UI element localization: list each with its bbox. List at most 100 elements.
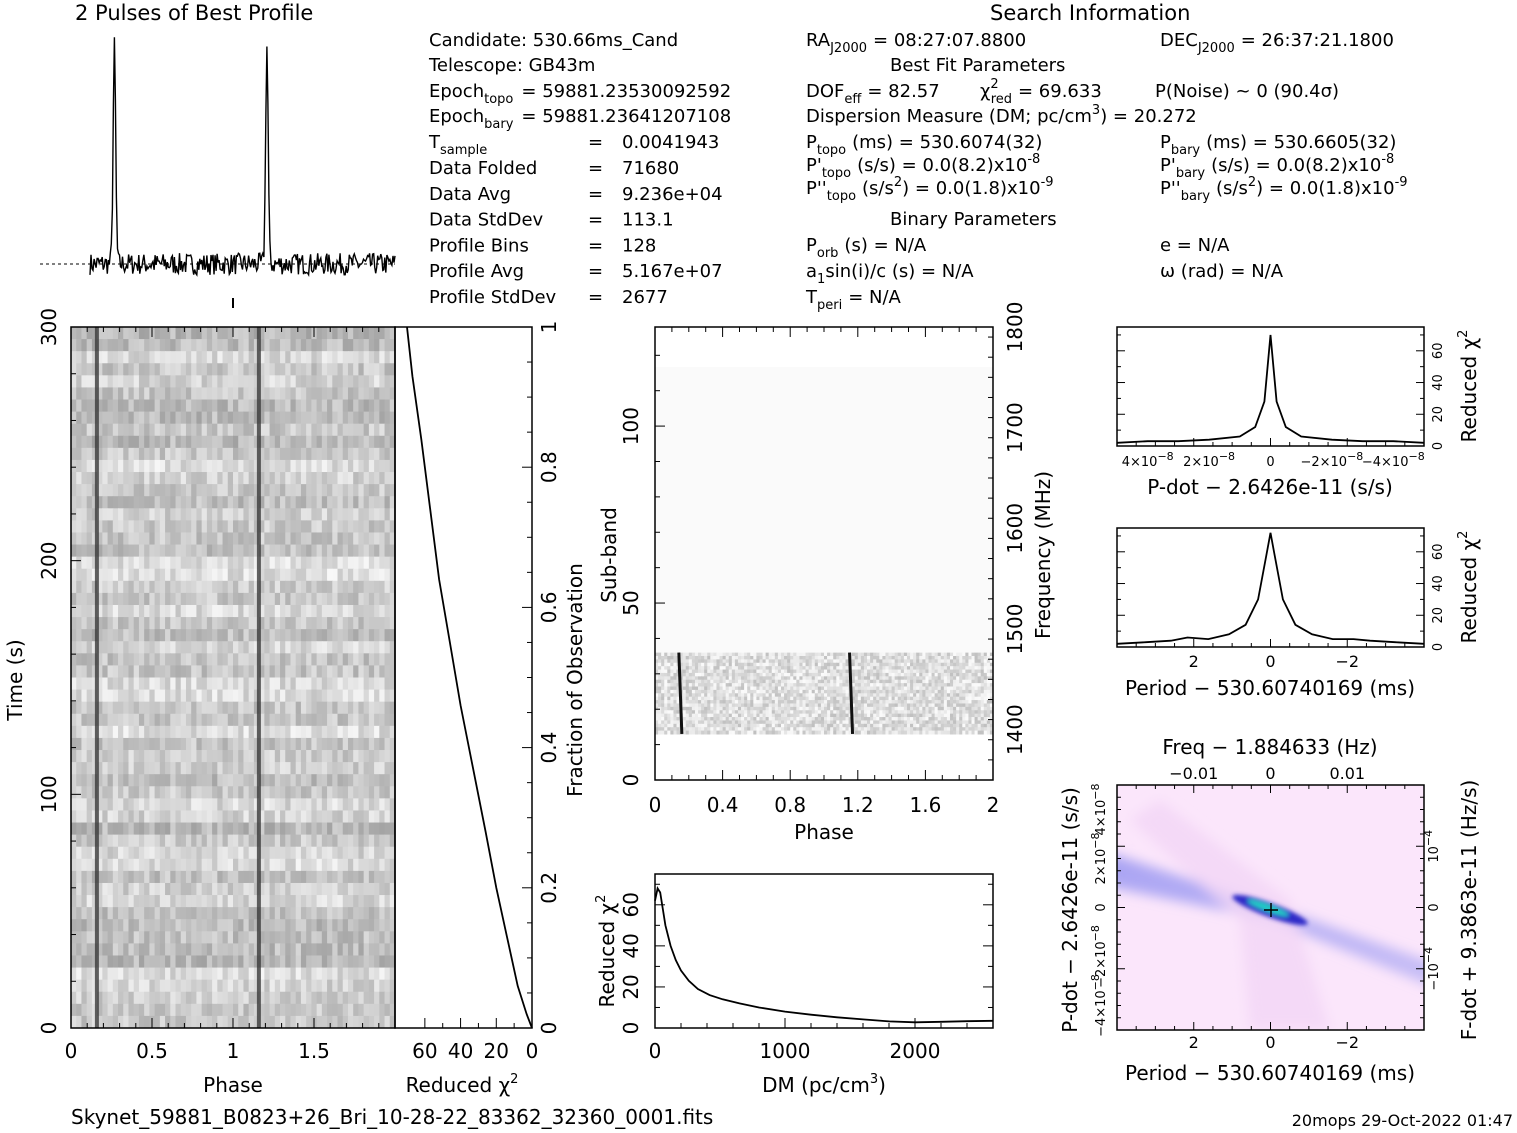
time-phase-cell: [379, 725, 386, 739]
time-phase-cell: [118, 677, 124, 691]
time-phase-cell: [149, 484, 156, 497]
subband-cell: [722, 683, 727, 688]
subband-cell: [719, 666, 724, 671]
time-phase-cell: [248, 870, 255, 884]
time-phase-cell: [389, 689, 395, 703]
subband-cell: [655, 652, 659, 657]
time-phase-cell: [248, 629, 255, 642]
time-phase-cell: [337, 532, 344, 546]
time-phase-cell: [222, 520, 229, 534]
time-phase-cell: [300, 774, 307, 787]
time-phase-cell: [165, 327, 171, 340]
subband-cell: [747, 666, 751, 671]
time-phase-cell: [389, 556, 395, 570]
time-phase-cell: [337, 858, 344, 872]
time-phase-cell: [97, 641, 103, 654]
time-phase-cell: [180, 858, 187, 872]
time-phase-cell: [233, 967, 239, 981]
time-phase-cell: [118, 508, 124, 521]
time-phase-cell: [154, 1003, 161, 1017]
time-phase-cell: [358, 520, 365, 534]
time-phase-cell: [243, 339, 250, 352]
subband-cell: [661, 669, 665, 674]
time-phase-cell: [253, 629, 260, 642]
subband-cell: [762, 672, 767, 677]
time-phase-cell: [185, 725, 192, 739]
time-phase-cell: [206, 689, 213, 703]
subband-cell: [676, 679, 681, 684]
subband-cell: [863, 683, 868, 688]
time-phase-cell: [71, 387, 77, 401]
subband-cell: [685, 655, 690, 660]
time-phase-cell: [133, 943, 140, 957]
time-phase-cell: [316, 544, 323, 558]
time-phase-cell: [327, 580, 333, 594]
subband-cell: [701, 683, 705, 688]
time-phase-cell: [180, 822, 187, 836]
time-phase-cell: [196, 979, 203, 993]
time-phase-cell: [133, 858, 140, 872]
time-phase-cell: [102, 532, 109, 546]
time-phase-cell: [337, 955, 344, 969]
time-phase-cell: [133, 653, 140, 667]
time-phase-cell: [217, 919, 224, 932]
time-phase-cell: [243, 520, 250, 534]
time-phase-cell: [102, 762, 109, 775]
subband-cell: [784, 652, 788, 657]
time-phase-cell: [347, 447, 354, 461]
time-phase-cell: [337, 375, 344, 389]
subband-cell: [827, 655, 831, 660]
subband-cell: [833, 669, 837, 674]
time-phase-cell: [159, 943, 166, 957]
time-phase-cell: [133, 532, 140, 546]
time-phase-cell: [76, 327, 83, 340]
time-phase-cell: [264, 762, 271, 775]
time-phase-cell: [71, 701, 77, 715]
time-phase-cell: [76, 399, 83, 413]
subband-cell: [741, 655, 745, 660]
time-phase-cell: [86, 532, 93, 546]
time-phase-cell: [389, 858, 395, 872]
time-phase-cell: [191, 496, 198, 509]
time-phase-cell: [347, 1003, 354, 1017]
time-phase-cell: [149, 919, 156, 932]
time-phase-cell: [212, 484, 218, 497]
time-phase-cell: [264, 750, 271, 763]
time-phase-cell: [269, 1015, 276, 1028]
subband-cell: [839, 652, 843, 657]
time-phase-cell: [238, 810, 245, 824]
time-phase-cell: [185, 339, 192, 352]
time-phase-cell: [180, 774, 187, 787]
time-phase-cell: [233, 653, 239, 667]
time-phase-cell: [128, 762, 135, 775]
time-phase-cell: [327, 423, 333, 437]
time-phase-cell: [248, 363, 255, 376]
time-phase-cell: [227, 447, 234, 461]
time-phase-cell: [107, 327, 114, 340]
subband-cell: [750, 683, 754, 688]
time-phase-cell: [306, 955, 312, 969]
time-phase-cell: [269, 339, 276, 352]
subband-cell: [946, 672, 951, 677]
subband-cell: [679, 655, 684, 660]
time-phase-cell: [154, 822, 161, 836]
subband-cell: [946, 652, 951, 657]
subband-cell: [704, 679, 708, 684]
time-phase-cell: [123, 701, 130, 715]
time-phase-cell: [306, 991, 312, 1005]
time-phase-cell: [128, 834, 135, 848]
subband-cell: [879, 686, 883, 691]
time-phase-cell: [285, 689, 292, 703]
subband-cell: [787, 666, 791, 671]
time-phase-cell: [71, 737, 77, 751]
time-phase-cell: [243, 472, 250, 485]
time-phase-cell: [337, 834, 344, 848]
time-phase-cell: [81, 991, 88, 1005]
time-phase-cell: [165, 822, 171, 836]
subband-cell: [814, 686, 819, 691]
chi-time-x-tick-label: 0: [526, 1039, 539, 1063]
subband-cell: [731, 686, 736, 691]
time-phase-cell: [264, 629, 271, 642]
time-phase-cell: [71, 919, 77, 932]
time-phase-cell: [107, 737, 114, 751]
